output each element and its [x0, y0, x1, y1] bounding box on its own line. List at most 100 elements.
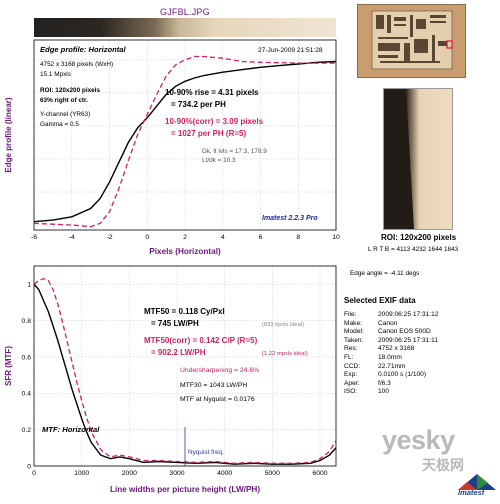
- anno-rise-ph: = 734.2 per PH: [171, 100, 226, 109]
- top-info-line: 15.1 Mpxls: [40, 71, 71, 78]
- top-x-tick: 8: [296, 234, 300, 241]
- exif-row: CCD: 22.71mm: [344, 363, 439, 372]
- bot-y-tick: 0.2: [22, 427, 32, 434]
- top-x-tick: 0: [145, 234, 149, 241]
- edge-corrected-line: [33, 55, 336, 228]
- exif-row: Make: Canon: [344, 320, 439, 329]
- exif-key: Res:: [344, 345, 358, 353]
- undersharpening: Undersharpening = 24.6%: [180, 367, 259, 374]
- exif-key: Exp:: [344, 371, 358, 379]
- exif-row: Exp: 0.0100 s (1/100): [344, 371, 439, 380]
- bot-x-tick: 2000: [122, 470, 137, 477]
- top-info-line: 63% right of ctr.: [40, 97, 88, 104]
- exif-key: Model:: [344, 328, 364, 336]
- bot-x-tick: 4000: [217, 470, 232, 477]
- exif-key: ISO:: [344, 388, 358, 396]
- bot-y-tick: 0.6: [22, 354, 32, 361]
- bot-title: MTF: Horizontal: [42, 425, 100, 434]
- bot-x-tick: 5000: [265, 470, 280, 477]
- exif-value: 0.0100 s (1/100): [378, 371, 427, 379]
- exif-row: File: 2009:06:25 17:31:12: [344, 311, 439, 320]
- exif-value: 18.0mm: [378, 353, 402, 361]
- roi-label: ROI: 120x200 pixels: [381, 233, 457, 242]
- mtf50-lwph: = 745 LW/PH: [151, 319, 199, 328]
- exif-title: Selected EXIF data: [344, 296, 416, 305]
- roi-thumbnail: [357, 4, 466, 78]
- mtf50-corr-ideal: (1.22 mpxls ideal): [262, 351, 308, 357]
- exif-row: Aper: f/6.3: [344, 380, 439, 389]
- exif-key: FL:: [344, 353, 354, 361]
- exif-key: Taken:: [344, 336, 364, 344]
- edge-profile-chart: -6 -4 -2 0 2 4 6 8 10 Edge profile: Horizontal 2…: [4, 18, 340, 256]
- top-info-line: Y-channel (YR63): [40, 111, 90, 118]
- exif-row: Model: Canon EOS 500D: [344, 328, 439, 337]
- exif-value: f/6.3: [378, 379, 391, 387]
- edge-profile-line: [33, 60, 337, 223]
- imatest-logo-text: Imatest: [458, 488, 485, 497]
- anno-rise: 10-90% rise = 4.31 pixels: [165, 88, 259, 97]
- watermark-cn: 天极网: [422, 457, 464, 473]
- anno-rise-corr-ph: = 1027 per PH (R=5): [171, 129, 246, 138]
- exif-row: FL: 18.0mm: [344, 354, 439, 363]
- exif-row: Taken: 2009:06:25 17:31:11: [344, 337, 439, 346]
- yesky-watermark: yesky 天极网 Imatest: [382, 425, 500, 500]
- anno-rise-corr: 10-90%(corr) = 3.09 pixels: [165, 117, 264, 126]
- top-info-line: Gamma = 0.5: [40, 121, 79, 128]
- mtf50: MTF50 = 0.118 Cy/Pxl: [144, 307, 225, 316]
- exif-value: Canon EOS 500D: [378, 328, 431, 336]
- top-x-tick: -2: [106, 234, 112, 241]
- bot-x-tick: 0: [32, 470, 36, 477]
- roi-coords: L R T B = 4113 4232 1644 1843: [368, 246, 459, 253]
- mtf-line: [33, 283, 337, 465]
- top-x-tick: -6: [31, 234, 37, 241]
- bot-y-tick: 0: [27, 463, 31, 470]
- exif-value: 2009:06:25 17:31:12: [378, 311, 439, 318]
- roi-crop-image: [383, 88, 453, 230]
- exif-row: Res: 4752 x 3168: [344, 345, 439, 354]
- bot-y-tick: 0.4: [22, 391, 32, 398]
- exif-table: File: 2009:06:25 17:31:12 Make: Canon Model:…: [344, 311, 439, 397]
- mtf50-corr: MTF50(corr) = 0.142 C/P (R=5): [144, 336, 258, 345]
- anno-levels: Dk, lt lvls = 17.3, 178.9: [202, 148, 267, 155]
- top-x-tick: 6: [259, 234, 263, 241]
- mtf30: MTF30 = 1043 LW/PH: [180, 382, 247, 389]
- bot-x-tick: 6000: [312, 470, 327, 477]
- top-x-tick: 10: [332, 234, 340, 241]
- file-title: GJFBL.JPG: [160, 7, 210, 17]
- top-timestamp: 27-Jun-2009 21:51:28: [258, 47, 323, 54]
- mtf-chart: Nyquist freq. 0 1000 2000 3000 4000 5000 6000 0…: [4, 265, 337, 494]
- nyquist-label: Nyquist freq.: [188, 449, 224, 456]
- imatest-version: Imatest 2.2.3 Pro: [262, 215, 318, 222]
- exif-key: CCD:: [344, 362, 361, 370]
- mtf50-ideal: (833 kpxls ideal): [262, 322, 304, 328]
- bot-ylabel: SFR (MTF): [4, 346, 13, 386]
- exif-value: 22.71mm: [378, 362, 406, 370]
- exif-value: 4752 x 3168: [378, 345, 415, 353]
- bot-y-tick: 0.8: [22, 318, 32, 325]
- top-info-line: ROI: 120x200 pixels: [40, 87, 100, 94]
- exif-key: Make:: [344, 319, 362, 327]
- edge-angle: Edge angle = -4.11 degs: [350, 270, 420, 277]
- top-x-tick: 4: [221, 234, 225, 241]
- top-x-tick: -4: [69, 234, 75, 241]
- exif-value: 2009:06:25 17:31:11: [378, 336, 439, 344]
- mtf50-corr-lwph: = 902.2 LW/PH: [151, 348, 206, 357]
- mtf-corrected-line: [33, 278, 337, 464]
- top-ylabel: Edge profile (linear): [4, 97, 13, 172]
- bot-y-tick: 1: [27, 282, 31, 289]
- exif-row: ISO: 100: [344, 388, 439, 397]
- bot-xlabel: Line widths per picture height (LW/PH): [110, 485, 260, 494]
- exif-key: Aper:: [344, 379, 360, 387]
- exif-value: Canon: [378, 319, 398, 327]
- exif-value: 100: [378, 388, 390, 396]
- anno-ratio: Lt/dk = 10.3: [202, 157, 236, 164]
- imatest-logo: Imatest: [456, 473, 498, 499]
- exif-key: File:: [344, 311, 357, 318]
- top-x-tick: 2: [183, 234, 187, 241]
- mtf-nyquist: MTF at Nyquist = 0.0176: [180, 396, 255, 403]
- top-title: Edge profile: Horizontal: [40, 45, 127, 54]
- top-info-line: 4752 x 3168 pixels (WxH): [40, 61, 113, 68]
- bot-x-tick: 3000: [169, 470, 184, 477]
- top-xlabel: Pixels (Horizontal): [149, 247, 221, 256]
- watermark-site: yesky: [382, 425, 455, 455]
